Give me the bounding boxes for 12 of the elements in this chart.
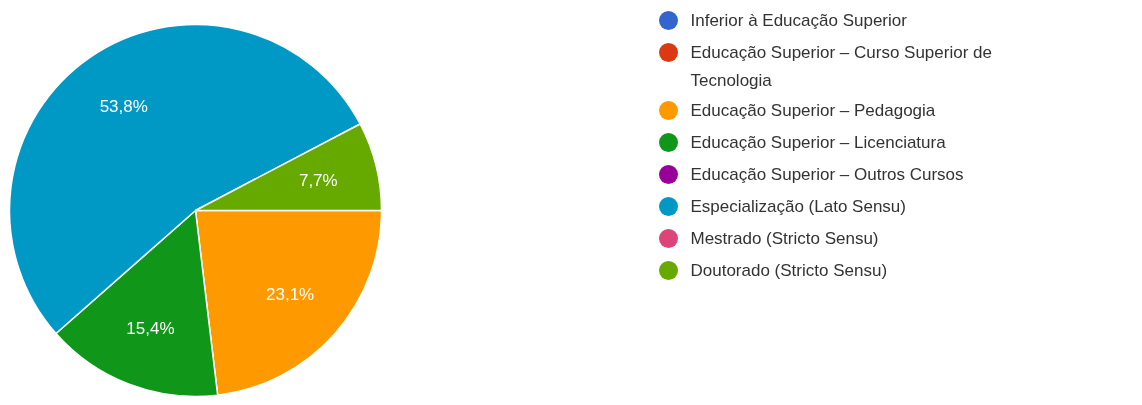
legend-label: Educação Superior – Pedagogia <box>690 100 936 120</box>
data-label: 15,4% <box>126 319 175 339</box>
legend-label: Educação Superior – Outros Cursos <box>690 164 964 184</box>
legend-label: Mestrado (Stricto Sensu) <box>690 228 879 248</box>
data-label: 7,7% <box>298 170 338 190</box>
legend-label: Educação Superior – Licenciatura <box>690 132 947 152</box>
legend-label: Educação Superior – Curso Superior de Tecnologia <box>690 42 992 90</box>
legend-label: Inferior à Educação Superior <box>690 10 908 30</box>
legend-label: Especialização (Lato Sensu) <box>690 196 906 216</box>
data-label: 53,8% <box>99 96 148 116</box>
legend-label: Doutorado (Stricto Sensu) <box>690 260 888 280</box>
data-label: 23,1% <box>266 284 315 304</box>
